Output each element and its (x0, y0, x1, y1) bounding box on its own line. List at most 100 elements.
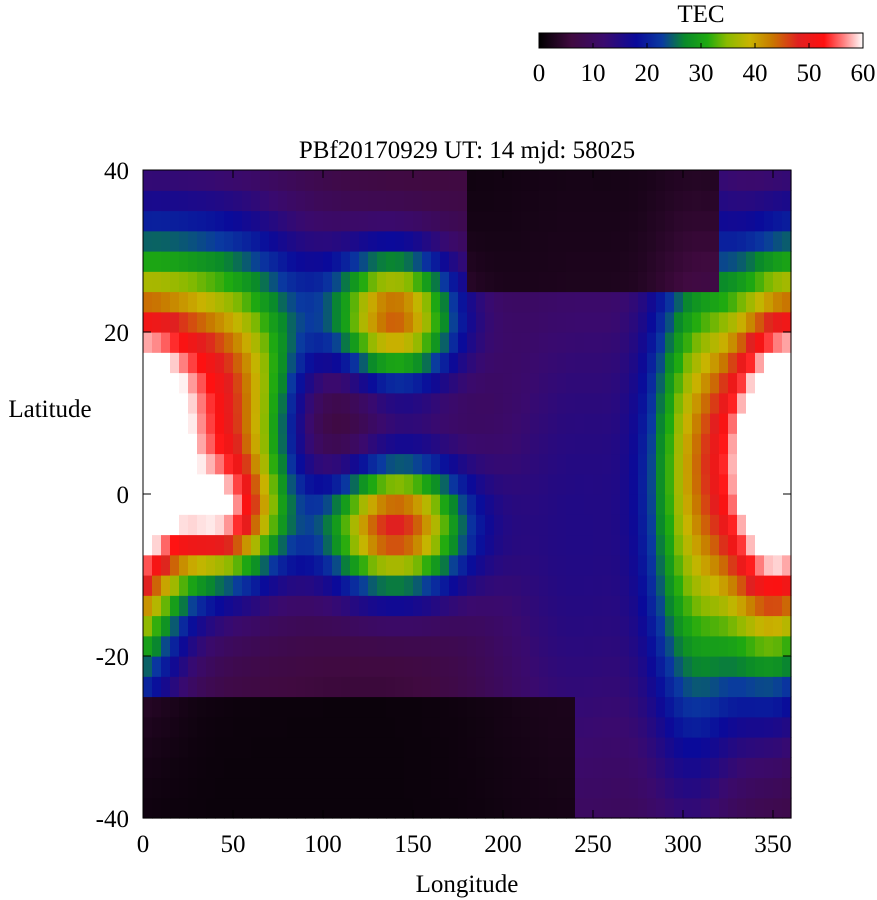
heatmap-cell (449, 291, 459, 313)
heatmap-cell (710, 311, 720, 333)
heatmap-cell (701, 311, 711, 333)
heatmap-cell (575, 777, 585, 799)
heatmap-cell (665, 210, 675, 232)
heatmap-cell (170, 777, 180, 799)
heatmap-cell (287, 777, 297, 799)
heatmap-cell (755, 372, 765, 394)
heatmap-cell (224, 332, 234, 353)
heatmap-cell (773, 696, 783, 718)
heatmap-cell (458, 514, 468, 536)
heatmap-cell (746, 757, 756, 779)
heatmap-cell (341, 473, 351, 495)
heatmap-cell (782, 716, 792, 738)
heatmap-cell (530, 170, 540, 191)
heatmap-cell (647, 190, 657, 212)
heatmap-cell (557, 352, 567, 374)
heatmap-cell (620, 433, 630, 455)
heatmap-cell (665, 170, 675, 191)
heatmap-cell (728, 372, 738, 394)
heatmap-cell (764, 656, 774, 677)
heatmap-cell (170, 413, 180, 434)
heatmap-cell (350, 534, 360, 556)
heatmap-cell (341, 433, 351, 455)
heatmap-cell (458, 190, 468, 212)
heatmap-cell (395, 777, 405, 799)
heatmap-cell (674, 757, 684, 779)
heatmap-cell (278, 251, 288, 272)
heatmap-cell (251, 494, 261, 515)
heatmap-cell (773, 595, 783, 617)
heatmap-cell (575, 271, 585, 293)
heatmap-cell (593, 352, 603, 374)
heatmap-cell (449, 514, 459, 536)
heatmap-cell (422, 615, 432, 637)
heatmap-cell (260, 575, 270, 596)
heatmap-cell (188, 514, 198, 536)
heatmap-cell (539, 534, 549, 556)
heatmap-cell (503, 291, 513, 313)
heatmap-cell (719, 757, 729, 779)
heatmap-cell (368, 372, 378, 394)
heatmap-cell (467, 453, 477, 475)
heatmap-cell (620, 615, 630, 637)
heatmap-cell (179, 575, 189, 596)
heatmap-cell (719, 615, 729, 637)
heatmap-cell (242, 271, 252, 293)
heatmap-cell (656, 757, 666, 779)
heatmap-cell (188, 392, 198, 414)
heatmap-cell (485, 271, 495, 293)
heatmap-cell (701, 534, 711, 556)
heatmap-cell (188, 494, 198, 515)
heatmap-cell (719, 737, 729, 758)
heatmap-cell (377, 392, 387, 414)
heatmap-cell (494, 332, 504, 353)
heatmap-cell (764, 757, 774, 779)
heatmap-cell (296, 311, 306, 333)
heatmap-cell (458, 271, 468, 293)
heatmap-cell (665, 433, 675, 455)
heatmap-cell (206, 433, 216, 455)
heatmap-cell (503, 494, 513, 515)
heatmap-cell (773, 514, 783, 536)
heatmap-cell (494, 716, 504, 738)
heatmap-cell (197, 190, 207, 212)
heatmap-cell (566, 170, 576, 191)
heatmap-cell (170, 737, 180, 758)
heatmap-cell (170, 635, 180, 657)
heatmap-cell (602, 554, 612, 576)
heatmap-cell (764, 635, 774, 657)
heatmap-cell (395, 230, 405, 252)
heatmap-cell (305, 635, 315, 657)
heatmap-cell (458, 433, 468, 455)
heatmap-cell (548, 453, 558, 475)
heatmap-cell (341, 494, 351, 515)
heatmap-cell (368, 737, 378, 758)
heatmap-cell (701, 230, 711, 252)
heatmap-cell (422, 797, 432, 819)
heatmap-cell (485, 554, 495, 576)
heatmap-cell (611, 291, 621, 313)
heatmap-cell (314, 372, 324, 394)
heatmap-cell (656, 696, 666, 718)
heatmap-cell (764, 716, 774, 738)
heatmap-cell (413, 291, 423, 313)
heatmap-cell (755, 656, 765, 677)
heatmap-cell (269, 554, 279, 576)
heatmap-cell (683, 413, 693, 434)
heatmap-cell (539, 554, 549, 576)
heatmap-cell (323, 757, 333, 779)
heatmap-cell (233, 797, 243, 819)
heatmap-cell (224, 291, 234, 313)
heatmap-cell (602, 433, 612, 455)
heatmap-cell (404, 453, 414, 475)
heatmap-cell (440, 494, 450, 515)
heatmap-cell (377, 473, 387, 495)
heatmap-cell (233, 453, 243, 475)
heatmap-cell (368, 230, 378, 252)
heatmap-cell (674, 656, 684, 677)
heatmap-cell (746, 392, 756, 414)
heatmap-cell (449, 311, 459, 333)
heatmap-cell (476, 534, 486, 556)
heatmap-cell (242, 453, 252, 475)
heatmap-cell (746, 170, 756, 191)
